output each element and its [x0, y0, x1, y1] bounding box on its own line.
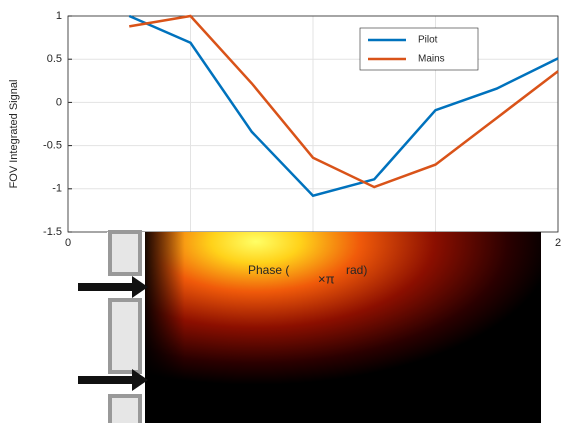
x-axis-label: Phase (	[248, 263, 289, 277]
chart: -1.5-1-0.500.5100.511.52FOV Integrated S…	[0, 0, 561, 423]
y-tick-label: -0.5	[43, 140, 62, 152]
page: -1.5-1-0.500.5100.511.52FOV Integrated S…	[0, 0, 561, 423]
burner-tile	[110, 396, 140, 423]
x-tick-label: 0	[65, 237, 71, 249]
y-tick-label: -1.5	[43, 226, 62, 238]
y-tick-label: -1	[52, 183, 62, 195]
x-tick-label: 2	[555, 237, 561, 249]
burner-tile	[110, 300, 140, 372]
series-line	[129, 16, 558, 196]
x-axis-label: rad)	[346, 263, 367, 277]
y-axis-label: FOV Integrated Signal	[8, 80, 20, 189]
legend-label: Mains	[418, 54, 445, 65]
x-axis-label: ×π	[318, 271, 335, 286]
y-tick-label: 0.5	[47, 53, 62, 65]
legend-label: Pilot	[418, 35, 438, 46]
series-line	[129, 16, 558, 187]
y-tick-label: 1	[56, 10, 62, 22]
burner-tile	[110, 232, 140, 274]
y-tick-label: 0	[56, 96, 62, 108]
plot-area: -1.5-1-0.500.5100.511.52FOV Integrated S…	[8, 10, 561, 249]
flame-shade	[145, 232, 541, 423]
flame-image	[78, 232, 541, 423]
